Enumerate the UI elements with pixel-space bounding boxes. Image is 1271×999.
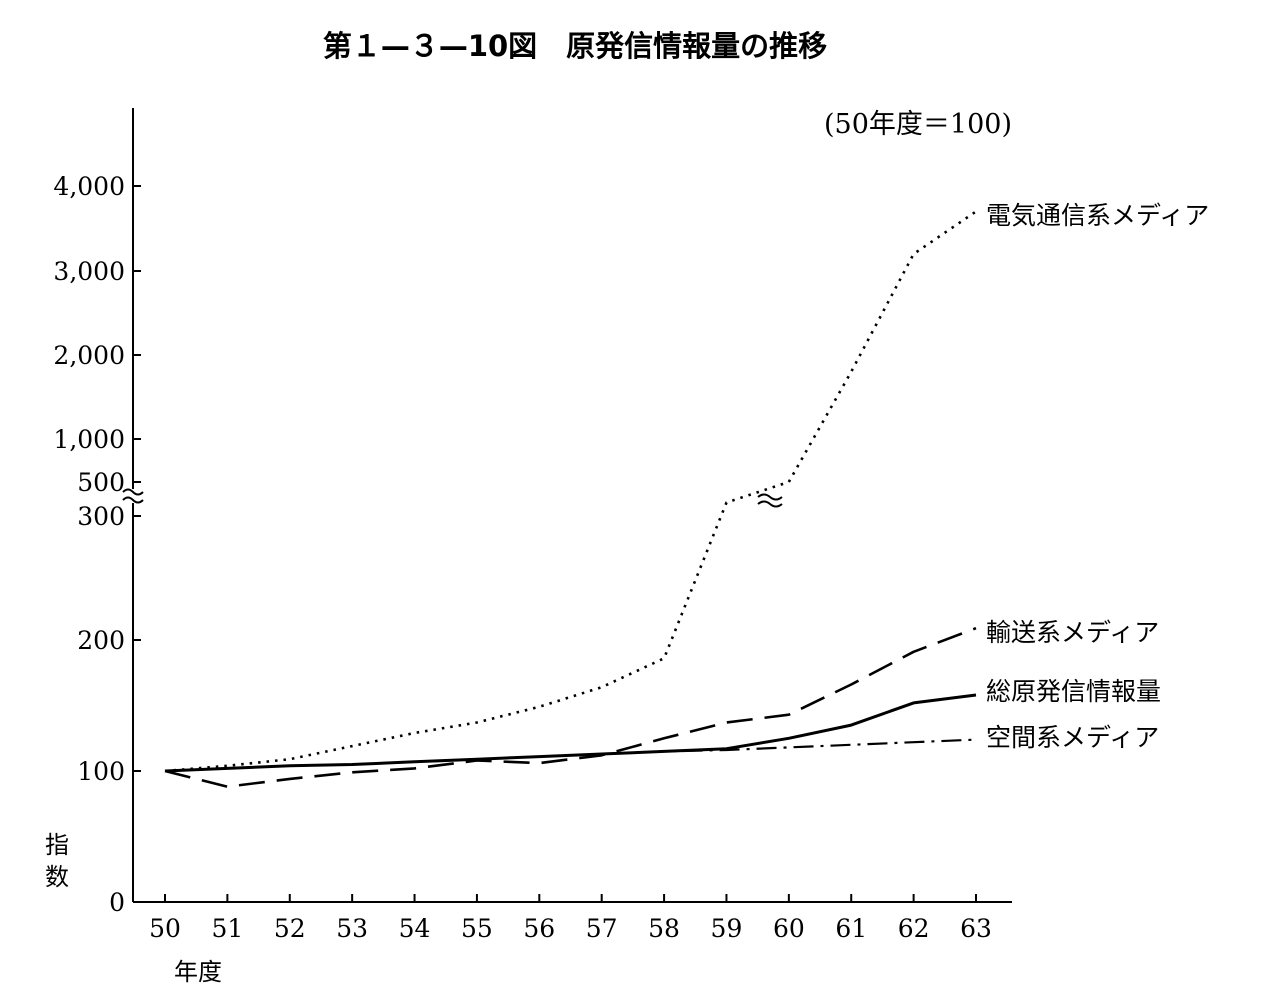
x-tick-label: 52	[274, 914, 306, 943]
y-tick-label: 3,000	[53, 257, 125, 286]
tick-labels: 50 51 52 53 54 55 56 57 58 59 60 61 62 63 0 100 200 300 50…	[53, 172, 991, 943]
y-tick-label: 500	[77, 468, 125, 497]
series-line-3	[164, 693, 977, 773]
x-tick-label: 60	[773, 914, 805, 943]
x-axis-label: 年度	[174, 958, 222, 986]
y-axis-label-char-2: 数	[45, 863, 69, 891]
series-label-2: 輸送系メディア	[986, 618, 1159, 647]
line-break-icon	[757, 493, 783, 508]
x-tick-label: 56	[523, 914, 555, 943]
x-tick-label: 59	[711, 914, 743, 943]
y-axis-label-char-1: 指	[45, 831, 69, 859]
y-tick-label: 2,000	[53, 341, 125, 370]
y-tick-label: 300	[77, 502, 125, 531]
y-tick-label: 1,000	[53, 425, 125, 454]
x-tick-label: 54	[399, 914, 431, 943]
x-tick-label: 63	[960, 914, 992, 943]
x-tick-label: 53	[336, 914, 368, 943]
unit-note: (50年度＝100)	[824, 109, 1012, 140]
series-line-2	[164, 626, 977, 789]
x-tick-label: 50	[149, 914, 181, 943]
y-tick-label: 0	[109, 888, 125, 917]
series-label-1: 電気通信系メディア	[986, 201, 1209, 230]
series-line-1	[164, 210, 977, 773]
x-tick-label: 51	[211, 914, 243, 943]
x-tick-label: 57	[586, 914, 618, 943]
x-tick-label: 58	[648, 914, 680, 943]
x-tick-label: 61	[835, 914, 867, 943]
chart-title: 第１—３—10図 原発信情報量の推移	[323, 29, 827, 63]
x-tick-label: 62	[898, 914, 930, 943]
y-tick-label: 200	[77, 626, 125, 655]
axis-break-icon	[122, 488, 144, 504]
y-tick-label: 4,000	[53, 172, 125, 201]
axes	[122, 108, 1012, 903]
series-label-4: 空間系メディア	[986, 723, 1159, 752]
series-lines	[164, 210, 977, 789]
x-tick-label: 55	[461, 914, 493, 943]
series-line-4	[164, 738, 977, 773]
y-tick-label: 100	[77, 757, 125, 786]
series-label-3: 総原発信情報量	[986, 677, 1161, 706]
